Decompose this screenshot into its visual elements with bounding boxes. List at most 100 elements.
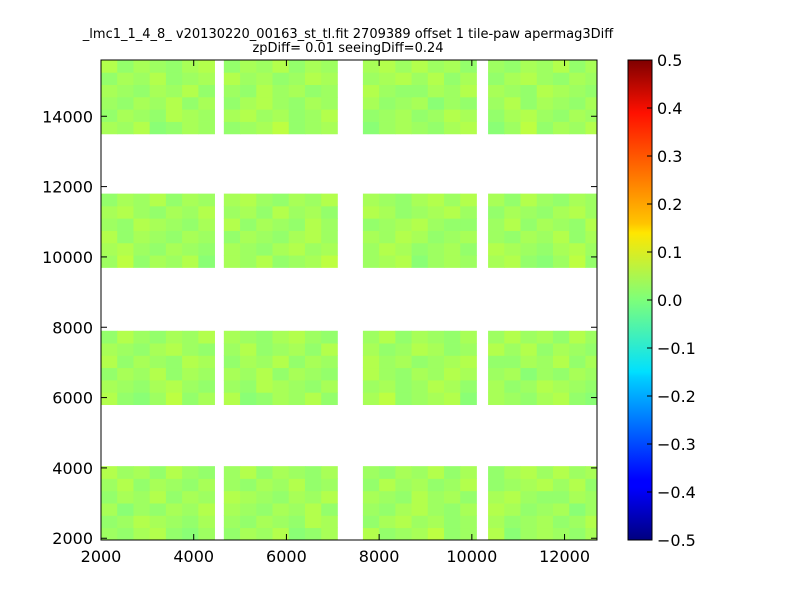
heatmap-cell <box>198 503 215 516</box>
heatmap-cell <box>149 242 167 256</box>
heatmap-cell <box>256 255 273 268</box>
heatmap-cell <box>288 109 306 122</box>
heatmap-cell <box>101 503 118 516</box>
heatmap-cell <box>569 330 586 344</box>
y-tick-label: 10000 <box>42 248 93 267</box>
y-tick-label: 2000 <box>52 529 93 548</box>
heatmap-cell <box>411 527 429 540</box>
heatmap-cell <box>504 367 521 381</box>
heatmap-cell <box>165 96 183 110</box>
heatmap-cell <box>240 515 257 529</box>
y-tick-label: 14000 <box>42 107 93 126</box>
heatmap-cell <box>552 367 570 381</box>
heatmap-cell <box>149 193 167 207</box>
heatmap-cell <box>304 367 322 381</box>
heatmap-cell <box>362 355 380 369</box>
colorbar-tick-label: −0.4 <box>657 483 696 502</box>
heatmap-cell <box>149 205 167 219</box>
heatmap-cell <box>504 355 521 369</box>
heatmap-cell <box>460 343 477 356</box>
heatmap-cell <box>444 367 461 381</box>
heatmap-cell <box>272 109 290 122</box>
heatmap-cell <box>133 230 151 244</box>
heatmap-cell <box>569 60 586 73</box>
heatmap-cell <box>101 466 118 479</box>
heatmap-cell <box>133 255 151 268</box>
heatmap-cell <box>272 527 290 540</box>
heatmap-cell <box>321 60 338 73</box>
heatmap-cell <box>223 72 241 86</box>
heatmap-cell <box>304 84 322 98</box>
heatmap-cell <box>198 205 215 219</box>
heatmap-cell <box>256 527 273 540</box>
heatmap-cell <box>321 343 338 356</box>
heatmap-cell <box>240 392 257 406</box>
colorbar-tick-label: 0.1 <box>657 243 682 262</box>
heatmap-cell <box>444 72 461 86</box>
heatmap-cell <box>411 255 429 268</box>
heatmap-cell <box>536 343 554 356</box>
heatmap-cell <box>223 503 241 516</box>
heatmap-cell <box>504 121 521 135</box>
heatmap-cell <box>240 72 257 86</box>
heatmap-cell <box>272 478 290 492</box>
heatmap-cell <box>288 121 306 135</box>
heatmap-cell <box>520 527 538 540</box>
heatmap-cell <box>427 218 445 231</box>
heatmap-cell <box>149 109 167 122</box>
heatmap-cell <box>256 380 273 393</box>
heatmap-cell <box>362 60 380 73</box>
heatmap-cell <box>520 330 538 344</box>
heatmap-cell <box>460 367 477 381</box>
heatmap-cell <box>223 466 241 479</box>
heatmap-cell <box>552 72 570 86</box>
heatmap-cell <box>552 230 570 244</box>
heatmap-cell <box>536 193 554 207</box>
heatmap-cell <box>395 121 412 135</box>
heatmap-cell <box>117 84 134 98</box>
heatmap-cell <box>460 466 477 479</box>
heatmap-cell <box>552 515 570 529</box>
heatmap-cell <box>149 330 167 344</box>
heatmap-cell <box>379 367 396 381</box>
heatmap-cell <box>288 490 306 504</box>
heatmap-cell <box>272 242 290 256</box>
heatmap-cell <box>133 490 151 504</box>
heatmap-cell <box>536 96 554 110</box>
heatmap-cell <box>395 392 412 406</box>
heatmap-cell <box>272 330 290 344</box>
heatmap-cell <box>569 230 586 244</box>
heatmap-cell <box>304 355 322 369</box>
heatmap-cell <box>379 255 396 268</box>
heatmap-cell <box>488 392 505 406</box>
heatmap-cell <box>149 367 167 381</box>
heatmap-cell <box>569 355 586 369</box>
heatmap-cell <box>149 380 167 393</box>
heatmap-cell <box>520 380 538 393</box>
heatmap-cell <box>256 230 273 244</box>
heatmap-cell <box>223 96 241 110</box>
heatmap-cell <box>395 478 412 492</box>
heatmap-cell <box>101 242 118 256</box>
heatmap-cell <box>240 380 257 393</box>
heatmap-cell <box>379 515 396 529</box>
heatmap-cell <box>488 503 505 516</box>
heatmap-cell <box>552 60 570 73</box>
heatmap-cell <box>117 121 134 135</box>
heatmap-cell <box>536 242 554 256</box>
heatmap-cell <box>272 84 290 98</box>
heatmap-cell <box>379 60 396 73</box>
heatmap-cell <box>520 109 538 122</box>
heatmap-cell <box>182 121 199 135</box>
heatmap-cell <box>288 367 306 381</box>
heatmap-cell <box>149 84 167 98</box>
x-tick-label: 2000 <box>81 547 122 566</box>
heatmap-cell <box>288 355 306 369</box>
heatmap-cell <box>444 392 461 406</box>
heatmap-cell <box>240 242 257 256</box>
heatmap-cell <box>488 60 505 73</box>
heatmap-cell <box>379 193 396 207</box>
heatmap-cell <box>182 96 199 110</box>
heatmap-cell <box>240 60 257 73</box>
heatmap-cell <box>520 490 538 504</box>
